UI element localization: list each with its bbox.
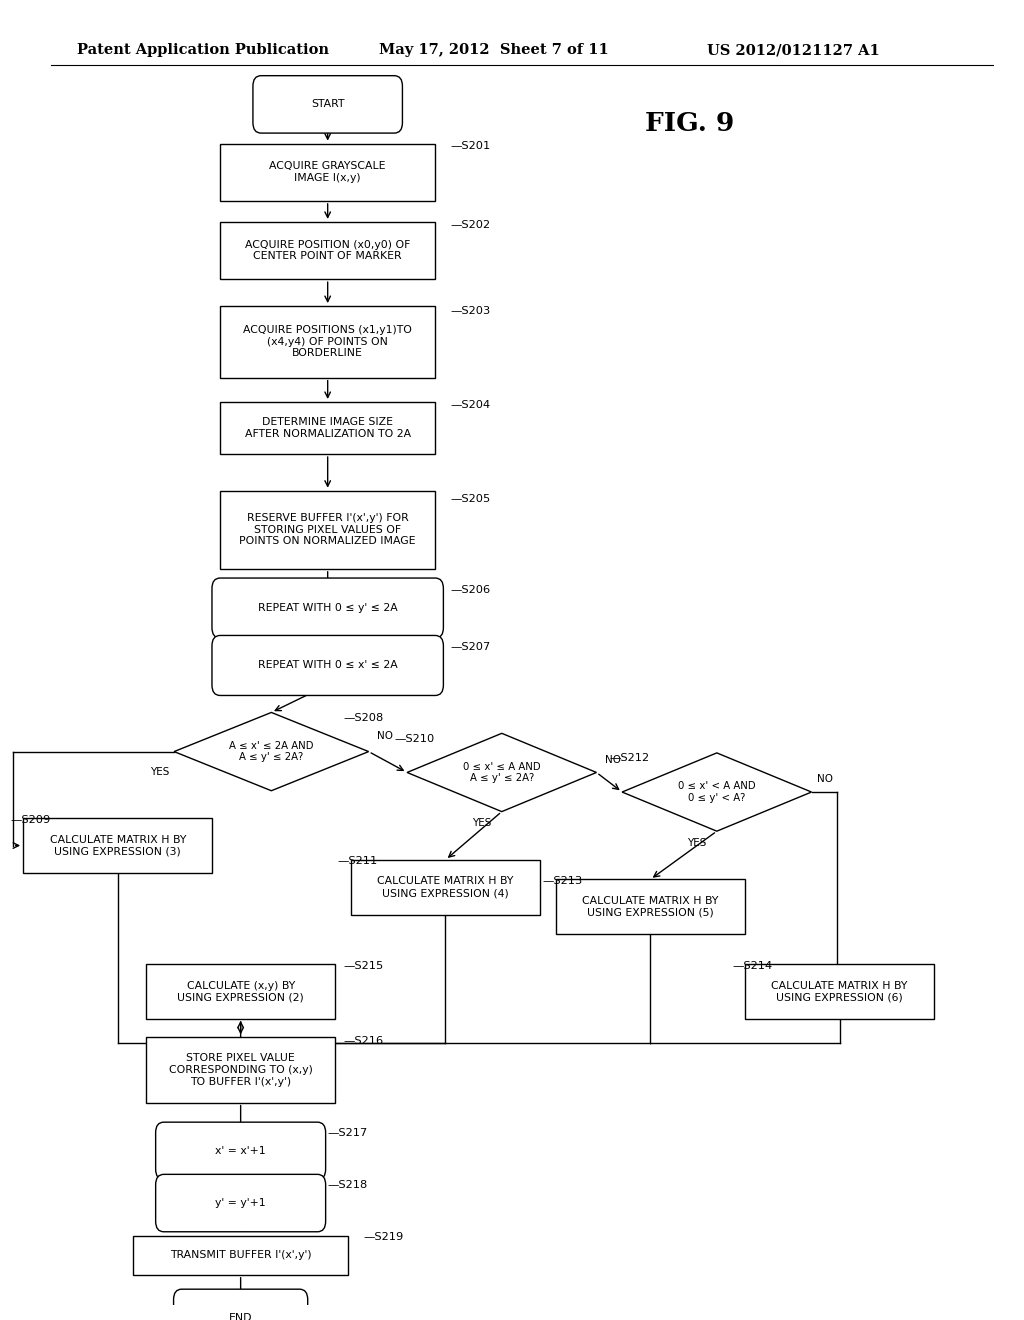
Text: 0 ≤ x' < A AND
0 ≤ y' < A?: 0 ≤ x' < A AND 0 ≤ y' < A? [678,781,756,803]
FancyBboxPatch shape [212,635,443,696]
Text: May 17, 2012  Sheet 7 of 11: May 17, 2012 Sheet 7 of 11 [379,44,608,57]
Text: NO: NO [604,755,621,764]
Text: 0 ≤ x' ≤ A AND
A ≤ y' ≤ 2A?: 0 ≤ x' ≤ A AND A ≤ y' ≤ 2A? [463,762,541,783]
Text: CALCULATE MATRIX H BY
USING EXPRESSION (6): CALCULATE MATRIX H BY USING EXPRESSION (… [771,981,908,1002]
Text: —S210: —S210 [394,734,434,743]
Text: y' = y'+1: y' = y'+1 [215,1199,266,1208]
Text: NO: NO [377,731,393,741]
Text: A ≤ x' ≤ 2A AND
A ≤ y' ≤ 2A?: A ≤ x' ≤ 2A AND A ≤ y' ≤ 2A? [229,741,313,763]
Text: NO: NO [817,775,833,784]
Text: US 2012/0121127 A1: US 2012/0121127 A1 [707,44,880,57]
FancyBboxPatch shape [24,818,213,873]
Text: YES: YES [150,767,169,777]
Text: CALCULATE (x,y) BY
USING EXPRESSION (2): CALCULATE (x,y) BY USING EXPRESSION (2) [177,981,304,1002]
Text: ACQUIRE GRAYSCALE
IMAGE I(x,y): ACQUIRE GRAYSCALE IMAGE I(x,y) [269,161,386,183]
Text: —S217: —S217 [328,1127,368,1138]
Text: —S202: —S202 [451,219,490,230]
Text: x' = x'+1: x' = x'+1 [215,1146,266,1156]
Text: REPEAT WITH 0 ≤ x' ≤ 2A: REPEAT WITH 0 ≤ x' ≤ 2A [258,660,397,671]
Polygon shape [174,713,369,791]
Text: RESERVE BUFFER I'(x',y') FOR
STORING PIXEL VALUES OF
POINTS ON NORMALIZED IMAGE: RESERVE BUFFER I'(x',y') FOR STORING PIX… [240,513,416,546]
FancyBboxPatch shape [350,859,541,915]
Text: —S213: —S213 [543,876,583,886]
Text: —S218: —S218 [328,1180,368,1191]
Text: —S215: —S215 [343,961,383,970]
Text: CALCULATE MATRIX H BY
USING EXPRESSION (5): CALCULATE MATRIX H BY USING EXPRESSION (… [582,896,719,917]
FancyBboxPatch shape [145,965,336,1019]
FancyBboxPatch shape [220,401,435,454]
FancyBboxPatch shape [744,965,934,1019]
Text: —S206: —S206 [451,585,490,595]
Text: —S219: —S219 [364,1232,403,1242]
Text: REPEAT WITH 0 ≤ y' ≤ 2A: REPEAT WITH 0 ≤ y' ≤ 2A [258,603,397,612]
Text: —S204: —S204 [451,400,490,409]
Text: FIG. 9: FIG. 9 [645,111,734,136]
Polygon shape [622,752,811,832]
FancyBboxPatch shape [145,1038,336,1102]
Text: END: END [229,1313,252,1320]
FancyBboxPatch shape [220,306,435,378]
Text: Patent Application Publication: Patent Application Publication [77,44,329,57]
FancyBboxPatch shape [156,1122,326,1180]
Text: TRANSMIT BUFFER I'(x',y'): TRANSMIT BUFFER I'(x',y') [170,1250,311,1261]
Text: YES: YES [472,818,492,828]
Text: —S211: —S211 [338,857,378,866]
Text: STORE PIXEL VALUE
CORRESPONDING TO (x,y)
TO BUFFER I'(x',y'): STORE PIXEL VALUE CORRESPONDING TO (x,y)… [169,1053,312,1086]
Text: YES: YES [687,838,707,847]
FancyBboxPatch shape [212,578,443,638]
Text: CALCULATE MATRIX H BY
USING EXPRESSION (3): CALCULATE MATRIX H BY USING EXPRESSION (… [49,834,186,857]
Text: —S216: —S216 [343,1036,383,1047]
Text: —S214: —S214 [732,961,772,970]
Text: —S212: —S212 [609,754,649,763]
Text: CALCULATE MATRIX H BY
USING EXPRESSION (4): CALCULATE MATRIX H BY USING EXPRESSION (… [377,876,514,898]
Text: ACQUIRE POSITIONS (x1,y1)TO
(x4,y4) OF POINTS ON
BORDERLINE: ACQUIRE POSITIONS (x1,y1)TO (x4,y4) OF P… [244,325,412,359]
Text: —S205: —S205 [451,494,490,504]
Polygon shape [407,734,596,812]
FancyBboxPatch shape [156,1175,326,1232]
FancyBboxPatch shape [555,879,745,935]
Text: ACQUIRE POSITION (x0,y0) OF
CENTER POINT OF MARKER: ACQUIRE POSITION (x0,y0) OF CENTER POINT… [245,240,411,261]
FancyBboxPatch shape [220,222,435,280]
Text: —S207: —S207 [451,643,490,652]
Text: —S201: —S201 [451,141,490,152]
Text: —S209: —S209 [10,814,50,825]
FancyBboxPatch shape [220,491,435,569]
FancyBboxPatch shape [220,144,435,201]
FancyBboxPatch shape [173,1290,307,1320]
Text: —S208: —S208 [343,713,383,723]
FancyBboxPatch shape [253,75,402,133]
Text: START: START [311,99,344,110]
Text: DETERMINE IMAGE SIZE
AFTER NORMALIZATION TO 2A: DETERMINE IMAGE SIZE AFTER NORMALIZATION… [245,417,411,438]
FancyBboxPatch shape [133,1236,348,1275]
Text: —S203: —S203 [451,306,490,315]
